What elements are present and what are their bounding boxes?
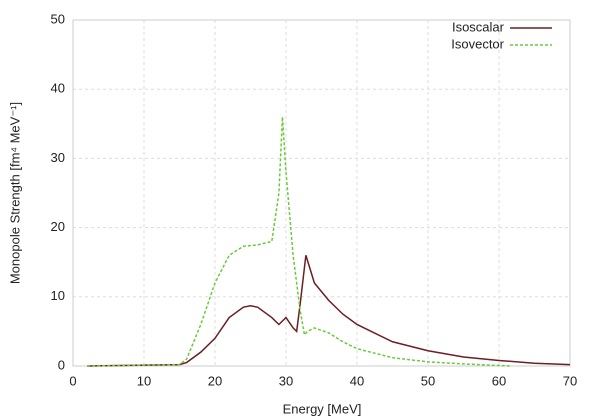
- y-axis-label: Monopole Strength [fm⁴ MeV⁻¹]: [7, 102, 22, 284]
- y-tick-label: 10: [51, 288, 65, 303]
- series-line: [87, 116, 510, 367]
- y-tick-label: 30: [51, 150, 65, 165]
- x-tick-label: 70: [563, 373, 577, 388]
- y-tick-label: 0: [58, 357, 65, 372]
- x-tick-label: 0: [69, 373, 76, 388]
- x-axis-label: Energy [MeV]: [283, 401, 362, 416]
- y-tick-label: 20: [51, 219, 65, 234]
- legend-label: Isovector: [451, 36, 504, 51]
- legend-label: Isoscalar: [452, 19, 505, 34]
- x-tick-label: 60: [492, 373, 506, 388]
- x-tick-label: 40: [350, 373, 364, 388]
- y-tick-label: 40: [51, 81, 65, 96]
- plot-frame: [72, 19, 571, 367]
- x-tick-label: 50: [421, 373, 435, 388]
- y-tick-label: 50: [51, 11, 65, 26]
- x-tick-label: 30: [279, 373, 293, 388]
- series-line: [87, 255, 571, 367]
- x-tick-label: 10: [137, 373, 151, 388]
- x-tick-label: 20: [208, 373, 222, 388]
